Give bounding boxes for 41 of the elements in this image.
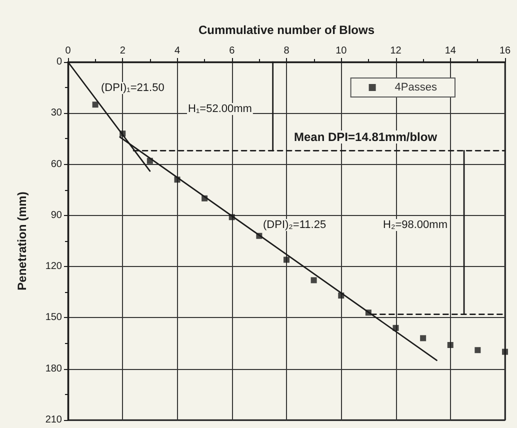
point xyxy=(120,130,126,137)
legend-label: 4Passes xyxy=(394,82,438,94)
y-axis-title: Penetration (mm) xyxy=(15,192,29,290)
point xyxy=(284,256,290,263)
point xyxy=(338,292,344,299)
x-tick-label: 10 xyxy=(336,46,348,56)
x-axis-title: Cummulative number of Blows xyxy=(198,23,375,37)
x-tick-label: 12 xyxy=(390,46,402,56)
y-tick-label: 180 xyxy=(45,363,62,374)
annotation: Mean DPI=14.81mm/blow xyxy=(294,130,438,144)
x-tick-label: 6 xyxy=(229,46,236,56)
point xyxy=(447,342,454,348)
point xyxy=(310,277,317,284)
x-tick-label: 2 xyxy=(120,46,126,56)
annotation: (DPI)₁=21.50 xyxy=(101,82,164,94)
y-tick-label: 0 xyxy=(56,56,62,68)
y-tick-label: 90 xyxy=(50,210,62,221)
point xyxy=(365,310,372,316)
point xyxy=(420,335,426,342)
x-tick-label: 4 xyxy=(174,46,180,56)
x-tick-label: 14 xyxy=(444,46,456,56)
y-tick-label: 60 xyxy=(50,158,62,170)
y-tick-label: 120 xyxy=(45,261,62,272)
point xyxy=(146,158,153,164)
annotation: (DPI)₂=11.25 xyxy=(263,219,326,231)
point xyxy=(174,176,180,183)
y-tick-label: 30 xyxy=(50,108,62,119)
x-tick-label: 8 xyxy=(284,46,290,56)
x-tick-label: 16 xyxy=(499,46,511,56)
y-tick-label: 150 xyxy=(45,312,62,324)
point xyxy=(202,195,208,202)
point xyxy=(474,347,481,354)
annotation: H₁=52.00mm xyxy=(188,103,252,115)
point xyxy=(92,102,98,108)
point xyxy=(228,214,235,220)
point xyxy=(502,348,508,355)
y-tick-label: 210 xyxy=(45,414,62,426)
point xyxy=(392,324,399,331)
x-tick-label: 0 xyxy=(65,46,72,56)
annotation: H₂=98.00mm xyxy=(383,219,448,231)
point xyxy=(256,232,262,239)
